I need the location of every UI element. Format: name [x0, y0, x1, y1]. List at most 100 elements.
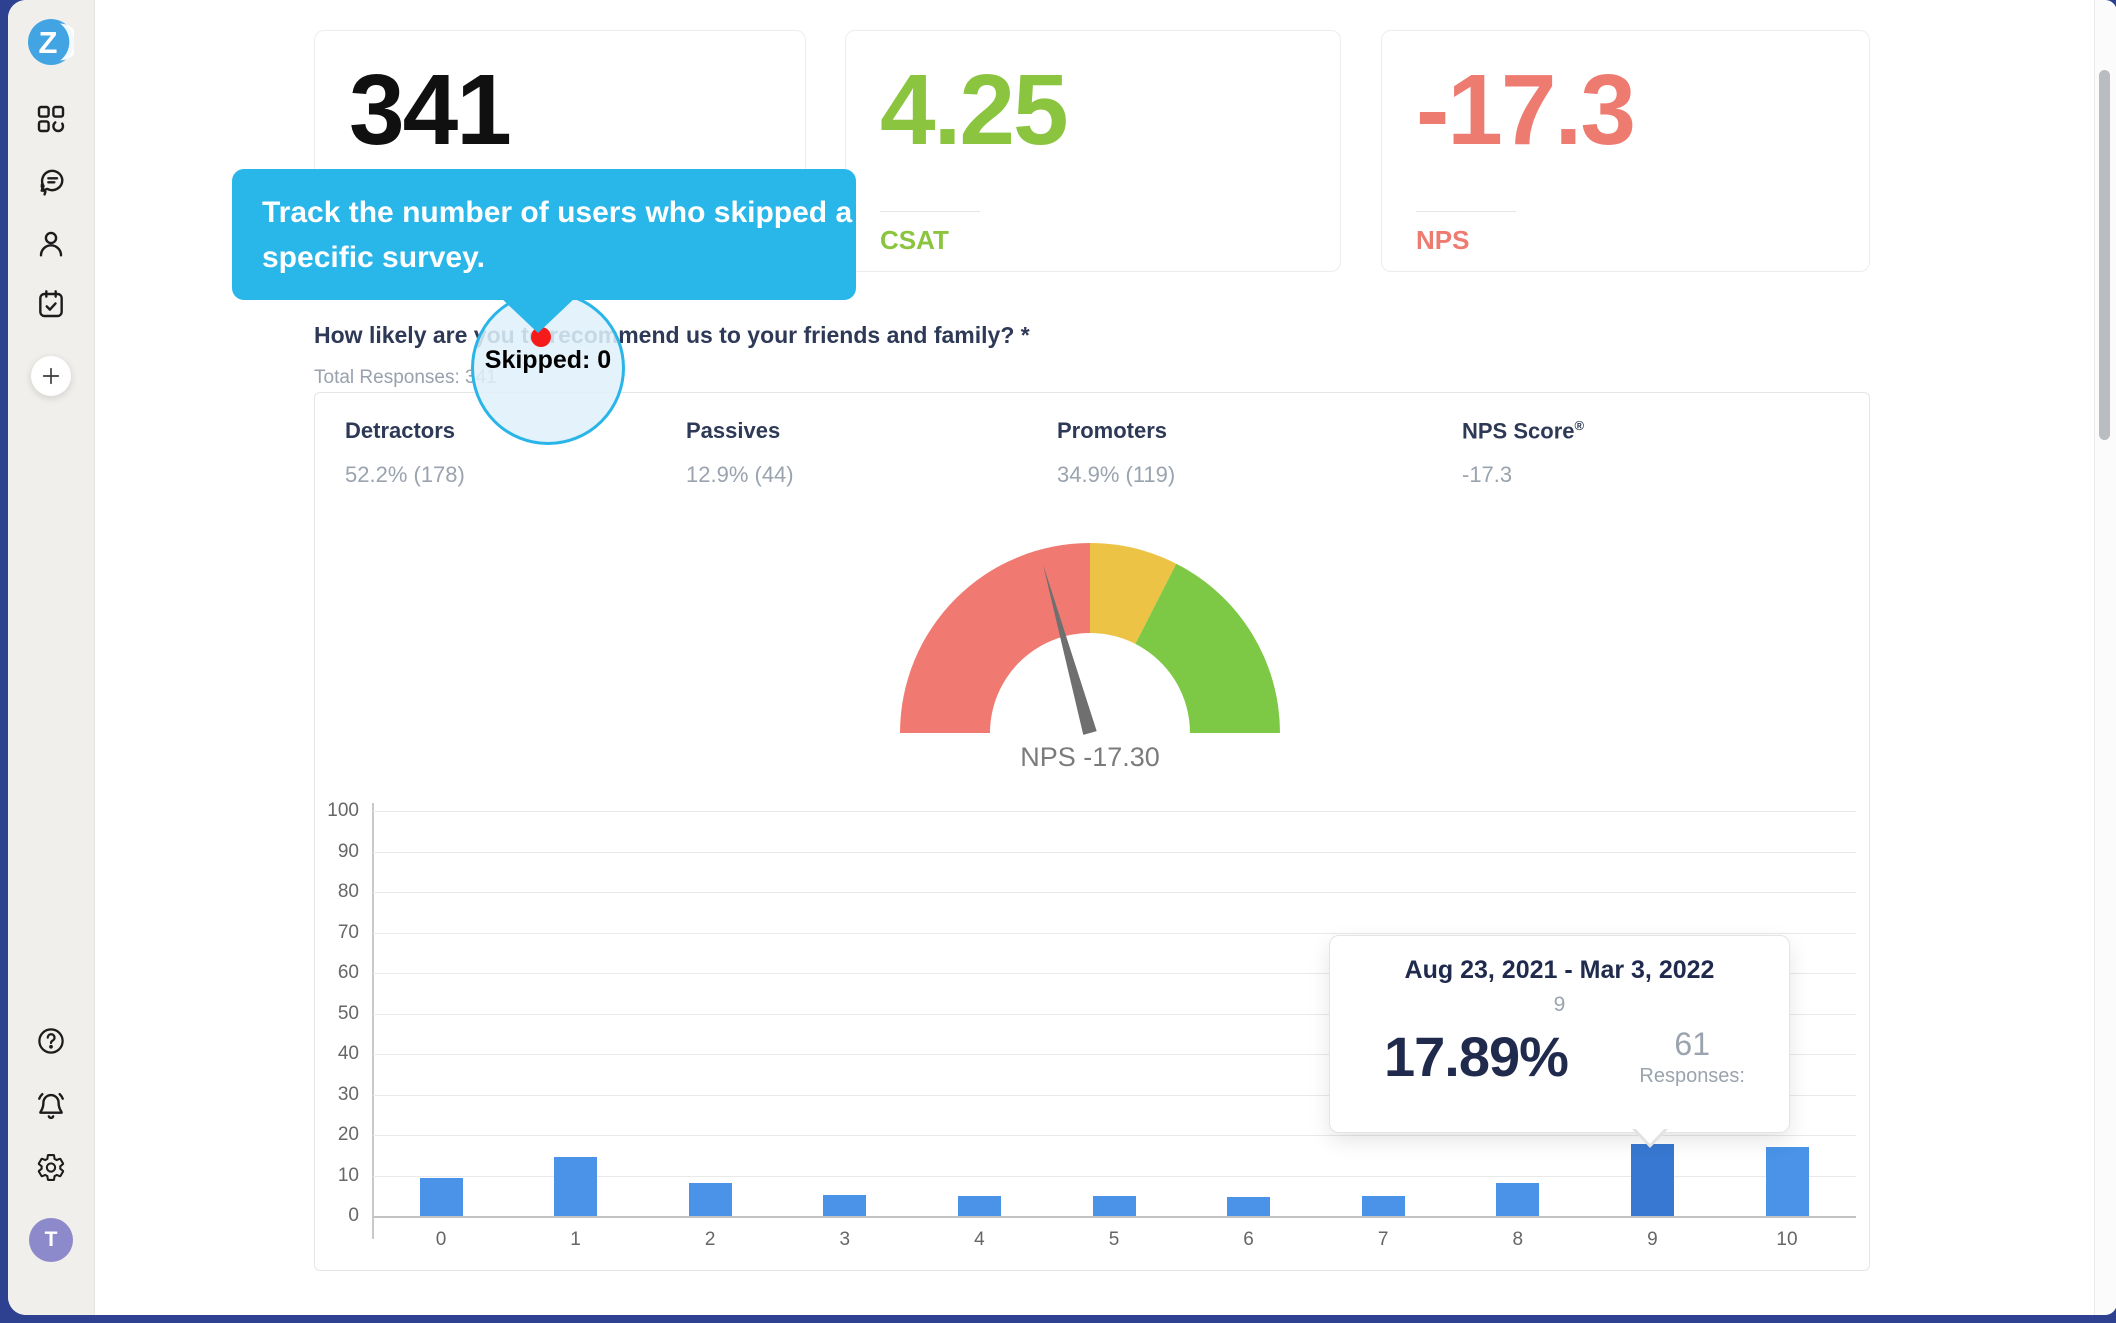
x-tick-label: 3	[839, 1229, 851, 1250]
help-button[interactable]	[36, 1026, 66, 1056]
gridline	[373, 973, 1856, 974]
tooltip-response-count: 61	[1674, 1025, 1710, 1062]
passives-label: Passives	[686, 418, 781, 443]
gridline	[373, 1013, 1856, 1015]
y-axis-line	[372, 803, 374, 1239]
detractors-label: Detractors	[345, 418, 456, 443]
onboarding-tooltip-arrow	[500, 297, 576, 333]
gear-icon	[37, 1154, 65, 1181]
sidebar-item-dashboard[interactable]	[35, 103, 67, 135]
app-logo[interactable]: Z	[28, 19, 74, 65]
gridline	[373, 932, 1856, 934]
y-tick-label: 100	[327, 800, 359, 821]
sidebar-item-contacts[interactable]	[35, 228, 67, 260]
total-responses-value: 341	[349, 54, 512, 166]
x-tick-label: 2	[704, 1229, 716, 1250]
metric-card-nps: -17.3 NPS	[1381, 30, 1870, 272]
gridline	[373, 811, 1856, 812]
survey-question: How likely are you to recommend us to yo…	[314, 322, 1030, 348]
bar-5[interactable]	[1092, 1195, 1136, 1217]
nps-label: NPS	[1416, 225, 1470, 255]
settings-button[interactable]	[36, 1152, 67, 1183]
y-tick-label: 0	[348, 1205, 359, 1226]
x-tick-label: 5	[1108, 1229, 1120, 1250]
x-tick-label: 9	[1647, 1229, 1658, 1250]
y-tick-label: 80	[337, 881, 359, 902]
gauge-segment	[900, 543, 1090, 733]
y-tick-label: 40	[337, 1043, 359, 1064]
bar-6[interactable]	[1227, 1197, 1271, 1216]
metric-card-csat: 4.25 CSAT	[845, 30, 1341, 272]
bar-8[interactable]	[1496, 1182, 1540, 1216]
gridline	[373, 1135, 1856, 1136]
card-divider	[880, 211, 980, 212]
gridline	[373, 1216, 1856, 1218]
x-tick-label: 6	[1243, 1229, 1254, 1250]
x-tick-label: 1	[570, 1229, 581, 1250]
bell-icon	[38, 1092, 64, 1120]
bar-chart-tooltip: Aug 23, 2021 - Mar 3, 2022 9 17.89% 61 R…	[1329, 935, 1790, 1133]
y-tick-label: 20	[337, 1124, 359, 1145]
nps-value: -17.3	[1416, 54, 1636, 166]
sidebar-item-surveys[interactable]	[35, 288, 67, 320]
passives-value: 12.9% (44)	[686, 462, 794, 487]
csat-label: CSAT	[880, 225, 949, 255]
user-avatar[interactable]: T	[29, 1218, 73, 1262]
nps-gauge-chart	[890, 535, 1290, 740]
promoters-value: 34.9% (119)	[1057, 462, 1176, 487]
y-tick-label: 60	[337, 962, 359, 983]
registered-mark: ®	[1574, 418, 1585, 433]
bar-4[interactable]	[957, 1195, 1001, 1217]
y-tick-label: 70	[337, 921, 359, 943]
chat-bubbles-icon	[40, 169, 64, 196]
gridline	[373, 1054, 1856, 1055]
nps-gauge-value-label: NPS -17.30	[1020, 742, 1160, 772]
bar-0[interactable]	[419, 1177, 463, 1216]
gauge-segment	[1135, 563, 1280, 733]
gridline	[373, 1175, 1856, 1177]
x-tick-label: 7	[1377, 1229, 1389, 1250]
bar-1[interactable]	[554, 1156, 598, 1216]
y-tick-label: 10	[337, 1164, 359, 1186]
y-tick-label: 30	[337, 1083, 359, 1105]
plus-icon	[42, 367, 60, 385]
gridline	[373, 1094, 1856, 1096]
card-divider	[1416, 211, 1516, 212]
nps-score-value: -17.3	[1462, 462, 1513, 487]
gridline	[373, 892, 1856, 893]
tooltip-response-label: Responses:	[1639, 1064, 1745, 1087]
scrollbar-thumb[interactable]	[2099, 70, 2110, 440]
bar-3[interactable]	[823, 1194, 867, 1216]
tooltip-arrow-fill	[1635, 1128, 1665, 1144]
bar-7[interactable]	[1361, 1195, 1405, 1217]
x-tick-label: 4	[974, 1229, 985, 1250]
bar-10[interactable]	[1765, 1147, 1809, 1216]
apps-grid-icon	[37, 105, 65, 133]
x-tick-label: 0	[435, 1229, 447, 1250]
promoters-label: Promoters	[1057, 418, 1168, 443]
onboarding-tooltip[interactable]: Track the number of users who skipped a …	[232, 169, 856, 300]
x-tick-label: 8	[1512, 1229, 1524, 1250]
zonka-logo-icon: Z	[28, 19, 74, 65]
gridline	[373, 851, 1856, 853]
avatar-letter: T	[44, 1228, 58, 1251]
add-survey-button[interactable]	[31, 356, 71, 396]
y-tick-label: 90	[337, 840, 359, 862]
notifications-button[interactable]	[35, 1090, 67, 1122]
question-total-responses: Total Responses: 341	[314, 367, 497, 388]
onboarding-tooltip-text: Track the number of users who skipped a …	[262, 196, 853, 274]
y-tick-label: 50	[337, 1002, 359, 1024]
gauge-needle	[1043, 564, 1097, 735]
tooltip-date-range: Aug 23, 2021 - Mar 3, 2022	[1404, 956, 1715, 984]
skipped-count: Skipped: 0	[484, 346, 612, 374]
tooltip-percent: 17.89%	[1384, 1025, 1569, 1088]
x-tick-label: 10	[1776, 1229, 1798, 1250]
sidebar-item-conversations[interactable]	[35, 166, 67, 198]
nps-distribution-bar-chart: 0 10 20 30 40 50 60 70 80 90 100 0 1 2 3 4 5 6 7 8 9 10	[327, 800, 1856, 1271]
detractors-value: 52.2% (178)	[345, 462, 465, 487]
tooltip-category: 9	[1553, 993, 1566, 1016]
bar-9[interactable]	[1630, 1143, 1674, 1216]
gauge-segment	[1090, 543, 1177, 644]
bar-2[interactable]	[688, 1182, 732, 1216]
